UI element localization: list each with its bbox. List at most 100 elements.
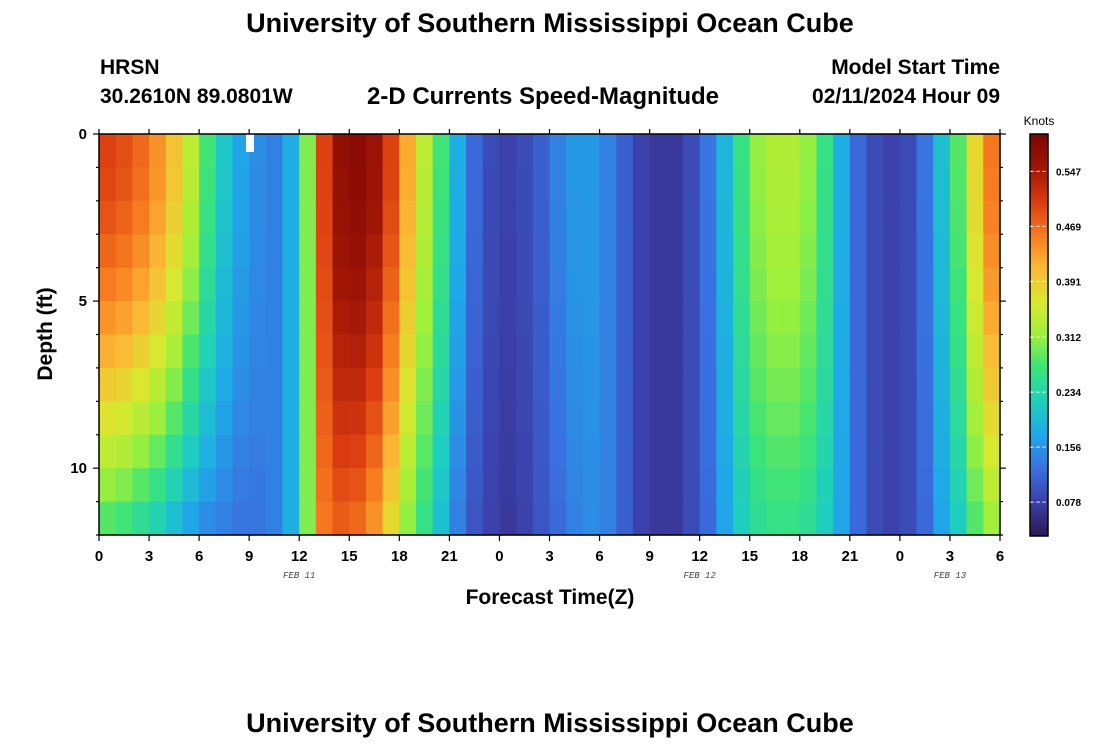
heatmap-cell <box>983 301 1001 336</box>
heatmap-cell <box>99 401 117 436</box>
heatmap-cell <box>432 367 450 402</box>
heatmap-cell <box>516 267 534 302</box>
heatmap-cell <box>115 434 133 469</box>
heatmap-cell <box>149 434 167 469</box>
heatmap-cell <box>949 167 968 202</box>
heatmap-cell <box>382 468 400 503</box>
date-label: FEB 13 <box>934 571 967 581</box>
heatmap-cell <box>249 267 267 302</box>
heatmap-cell <box>499 200 517 235</box>
heatmap-cell <box>182 267 200 302</box>
heatmap-cell <box>849 267 868 302</box>
heatmap-cell <box>265 267 284 302</box>
heatmap-cell <box>265 301 284 336</box>
heatmap-cell <box>449 200 467 235</box>
heatmap-cell <box>482 301 501 336</box>
heatmap-cell <box>182 367 200 402</box>
heatmap-cell <box>582 468 601 503</box>
heatmap-cell <box>349 501 367 536</box>
heatmap-cell <box>315 468 334 503</box>
heatmap-cell <box>883 334 901 369</box>
heatmap-cell <box>816 267 834 302</box>
heatmap-cell <box>916 334 934 369</box>
heatmap-cell <box>599 234 617 269</box>
heatmap-cell <box>432 167 450 202</box>
heatmap-cell <box>866 334 884 369</box>
heatmap-cell <box>666 367 684 402</box>
heatmap-cell <box>499 434 517 469</box>
heatmap-cell <box>149 334 167 369</box>
heatmap-cell <box>165 401 184 436</box>
heatmap-cell <box>549 301 567 336</box>
heatmap-cell <box>532 401 551 436</box>
heatmap-cell <box>883 468 901 503</box>
heatmap-cell <box>983 501 1001 536</box>
heatmap-cell <box>499 134 517 169</box>
heatmap-cell <box>482 334 501 369</box>
heatmap-cell <box>682 134 701 169</box>
heatmap-cell <box>516 301 534 336</box>
heatmap-cell <box>582 367 601 402</box>
heatmap-cell <box>916 267 934 302</box>
heatmap-cell <box>699 501 717 536</box>
heatmap-cell <box>199 401 217 436</box>
heatmap-cell <box>399 134 417 169</box>
heatmap-cell <box>299 234 317 269</box>
heatmap-cell <box>365 334 384 369</box>
heatmap-cell <box>115 468 133 503</box>
heatmap-cell <box>799 167 818 202</box>
station-code: HRSN <box>100 56 160 79</box>
heatmap-cell <box>649 267 667 302</box>
heatmap-cell <box>315 501 334 536</box>
heatmap-cell <box>716 134 734 169</box>
heatmap-cell <box>299 401 317 436</box>
heatmap-cell <box>716 267 734 302</box>
heatmap-cell <box>382 200 400 235</box>
heatmap-cell <box>416 167 434 202</box>
x-tick-label: 18 <box>391 548 408 565</box>
x-tick-label: 0 <box>95 548 103 565</box>
heatmap-cell <box>232 468 250 503</box>
heatmap-cell <box>949 367 968 402</box>
colorbar-tick-label: 0.312 <box>1056 333 1081 344</box>
heatmap-cell <box>866 167 884 202</box>
heatmap-cell <box>682 367 701 402</box>
heatmap-cell <box>566 501 584 536</box>
heatmap-cell <box>282 134 300 169</box>
heatmap-cell <box>616 501 634 536</box>
heatmap-cell <box>299 434 317 469</box>
colorbar-tick-label: 0.078 <box>1056 498 1081 509</box>
heatmap-cell <box>883 234 901 269</box>
heatmap-cell <box>799 301 818 336</box>
heatmap-cell <box>149 501 167 536</box>
heatmap-cell <box>816 200 834 235</box>
heatmap-cell <box>299 134 317 169</box>
heatmap-cell <box>799 134 818 169</box>
heatmap-cell <box>849 501 868 536</box>
heatmap-cell <box>816 434 834 469</box>
heatmap-cell <box>716 501 734 536</box>
heatmap-cell <box>466 401 484 436</box>
heatmap-cell <box>399 367 417 402</box>
heatmap-cell <box>149 200 167 235</box>
heatmap-cell <box>365 234 384 269</box>
heatmap-cell <box>399 200 417 235</box>
heatmap-cell <box>682 167 701 202</box>
heatmap-cell <box>632 167 651 202</box>
heatmap-cell <box>549 434 567 469</box>
heatmap-cell <box>582 434 601 469</box>
heatmap-cell <box>916 200 934 235</box>
heatmap-cell <box>966 401 984 436</box>
heatmap-cell <box>649 334 667 369</box>
x-tick-label: 9 <box>645 548 653 565</box>
heatmap-cell <box>532 167 551 202</box>
heatmap-cell <box>699 234 717 269</box>
heatmap-cell <box>232 167 250 202</box>
heatmap-cell <box>132 367 150 402</box>
heatmap-cell <box>766 367 784 402</box>
heatmap-cell <box>549 468 567 503</box>
heatmap-cell <box>249 468 267 503</box>
heatmap-cell <box>749 367 768 402</box>
heatmap-cell <box>783 167 801 202</box>
heatmap-cell <box>766 334 784 369</box>
